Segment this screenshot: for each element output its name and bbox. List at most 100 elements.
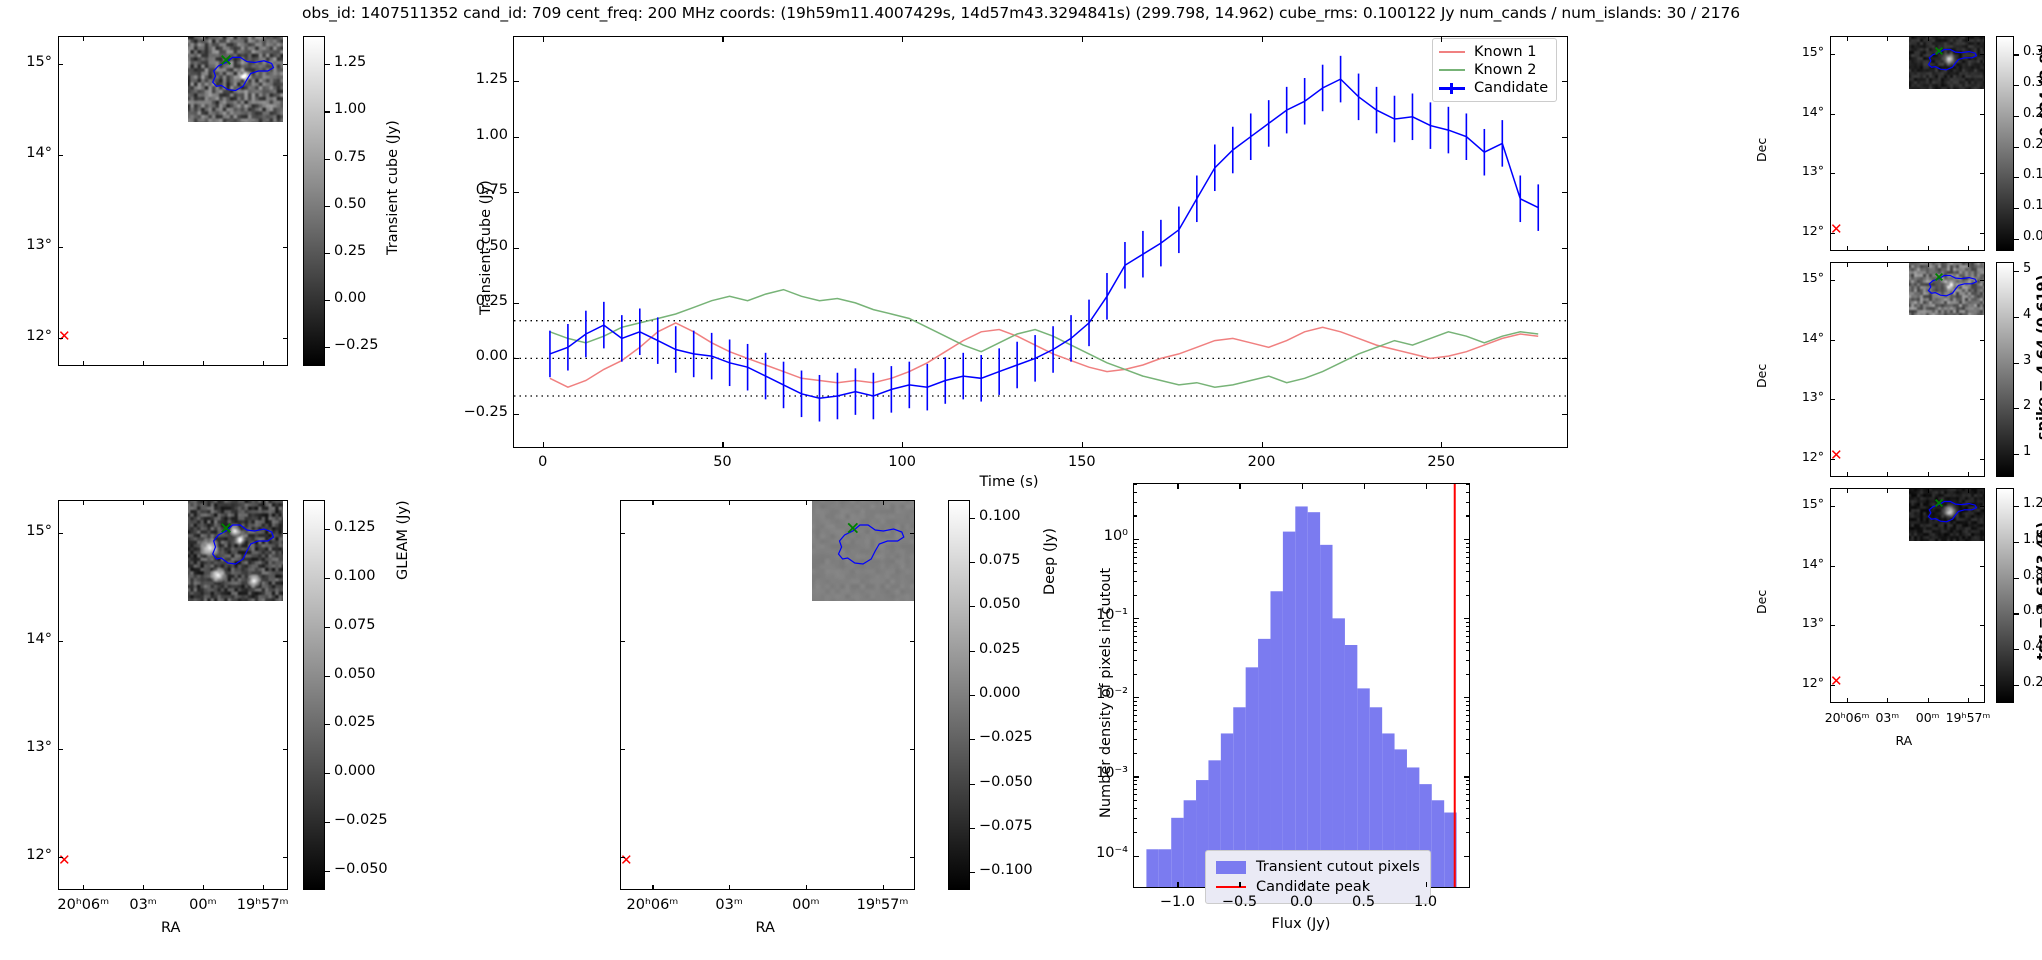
dec-tick-label: 14° bbox=[1801, 103, 1824, 119]
axis-tick bbox=[1464, 697, 1469, 699]
dec-tick-label: 13° bbox=[1801, 615, 1824, 631]
ra-tick-label: 00ᵐ bbox=[792, 897, 820, 913]
axis-tick bbox=[1967, 698, 1970, 703]
colorbar-tick bbox=[2014, 238, 2019, 240]
axis-tick bbox=[1967, 246, 1970, 251]
axis-tick bbox=[202, 361, 204, 366]
flux-tick-label: 1.00 bbox=[475, 126, 508, 143]
colorbar-tick bbox=[2014, 271, 2019, 273]
candidate-marker-icon bbox=[1934, 273, 1944, 282]
colorbar-tick-label: 3 bbox=[2023, 352, 2032, 368]
legend-swatch bbox=[1439, 50, 1465, 54]
density-tick-label: 10⁻⁴ bbox=[1096, 844, 1128, 861]
dec-tick-label: 13° bbox=[1801, 389, 1824, 405]
axis-minor-tick bbox=[1466, 659, 1469, 661]
flux-tick-label: 0.5 bbox=[1352, 894, 1376, 910]
axis-tick bbox=[83, 885, 85, 890]
candidate-marker-icon bbox=[221, 55, 231, 65]
axis-tick bbox=[1363, 882, 1365, 887]
axis-tick bbox=[283, 155, 288, 157]
axis-tick bbox=[910, 533, 915, 535]
legend-swatch bbox=[1439, 82, 1465, 94]
colorbar-tick-label: 0.4 bbox=[2023, 639, 2042, 655]
axis-minor-tick bbox=[1466, 551, 1469, 553]
island-contour bbox=[837, 524, 905, 565]
axis-tick bbox=[1967, 488, 1970, 493]
rms-colorbar[interactable] bbox=[1996, 36, 2014, 251]
deep-colorbar[interactable] bbox=[948, 500, 970, 890]
colorbar-tick-label: 0.125 bbox=[334, 519, 376, 536]
axis-tick bbox=[910, 641, 915, 643]
dec-tick-label: 15° bbox=[1801, 496, 1824, 512]
ra-tick-label: 00ᵐ bbox=[1915, 710, 1940, 725]
colorbar-tick bbox=[2014, 54, 2019, 56]
colorbar-tick-label: −0.075 bbox=[979, 817, 1033, 834]
axis-minor-tick bbox=[1466, 831, 1469, 833]
axis-tick bbox=[1464, 618, 1469, 620]
colorbar-tick-label: 0.8 bbox=[2023, 567, 2042, 583]
axis-tick bbox=[1562, 358, 1567, 360]
tcg-overlay bbox=[1927, 499, 1978, 523]
candidate-marker-icon bbox=[847, 522, 859, 534]
axis-tick bbox=[283, 533, 288, 535]
gleam-colorbar[interactable] bbox=[303, 500, 325, 890]
axis-tick bbox=[1980, 339, 1985, 341]
axis-tick bbox=[514, 81, 519, 83]
axis-minor-tick bbox=[1466, 738, 1469, 740]
axis-minor-tick bbox=[1134, 491, 1137, 493]
known2-lightcurve bbox=[549, 288, 1539, 388]
axis-tick bbox=[1847, 472, 1849, 477]
dec-tick-label: 13° bbox=[1801, 163, 1824, 179]
axis-tick bbox=[729, 885, 731, 890]
axis-tick bbox=[805, 500, 807, 505]
dec-tick-label: 15° bbox=[1801, 270, 1824, 286]
colorbar-tick-label: 1 bbox=[2023, 444, 2032, 460]
colorbar-tick-label: 0.000 bbox=[979, 685, 1021, 701]
axis-minor-tick bbox=[1134, 784, 1137, 786]
tcg-colorbar[interactable] bbox=[1996, 488, 2014, 703]
axis-tick bbox=[1562, 247, 1567, 249]
axis-tick bbox=[1301, 484, 1303, 489]
colorbar-tick-label: 0.075 bbox=[334, 616, 376, 633]
axis-tick bbox=[902, 442, 904, 447]
flux-tick-label: 0.0 bbox=[1289, 894, 1314, 910]
source-marker-icon: ✕ bbox=[1830, 446, 1843, 464]
colorbar-tick bbox=[2014, 146, 2019, 148]
density-tick-label: 10⁰ bbox=[1103, 528, 1128, 545]
transient-cube-cutout bbox=[188, 37, 283, 122]
lightcurve-legend[interactable]: Known 1 Known 2 Candidate bbox=[1432, 38, 1558, 102]
histogram-legend[interactable]: Transient cutout pixels Candidate peak bbox=[1205, 850, 1431, 904]
dec-tick-label: 12° bbox=[26, 846, 52, 863]
colorbar-tick bbox=[2014, 577, 2019, 579]
island-contour bbox=[1927, 500, 1978, 523]
colorbar-tick-label: −0.25 bbox=[334, 337, 379, 354]
axis-minor-tick bbox=[1134, 705, 1137, 707]
spike-colorbar[interactable] bbox=[1996, 262, 2014, 477]
transient-cube-colorbar[interactable] bbox=[303, 36, 325, 366]
axis-minor-tick bbox=[1466, 784, 1469, 786]
legend-swatch bbox=[1216, 885, 1246, 889]
axis-tick bbox=[910, 856, 915, 858]
axis-tick bbox=[1363, 484, 1365, 489]
axis-minor-tick bbox=[1134, 563, 1137, 565]
flux-tick-label: −0.5 bbox=[1221, 894, 1258, 910]
panel-lightcurve[interactable] bbox=[513, 36, 1568, 448]
axis-tick bbox=[1081, 37, 1083, 42]
colorbar-tick bbox=[970, 827, 975, 830]
density-tick-label: 10⁻³ bbox=[1096, 765, 1128, 782]
time-tick-label: 50 bbox=[713, 454, 732, 470]
axis-minor-tick bbox=[1466, 625, 1469, 628]
dec-tick-label: 13° bbox=[26, 738, 52, 755]
axis-tick bbox=[1830, 113, 1835, 115]
axis-tick bbox=[620, 748, 625, 751]
axis-minor-tick bbox=[1134, 709, 1137, 711]
axis-tick bbox=[514, 358, 519, 360]
axis-tick bbox=[542, 37, 544, 42]
axis-tick bbox=[1927, 488, 1929, 493]
rms-cutout bbox=[1909, 37, 1984, 89]
axis-tick bbox=[514, 136, 519, 138]
axis-tick bbox=[805, 885, 807, 890]
axis-tick bbox=[1980, 54, 1985, 56]
candidate-errorbars bbox=[549, 55, 1540, 422]
axis-tick bbox=[652, 885, 654, 890]
